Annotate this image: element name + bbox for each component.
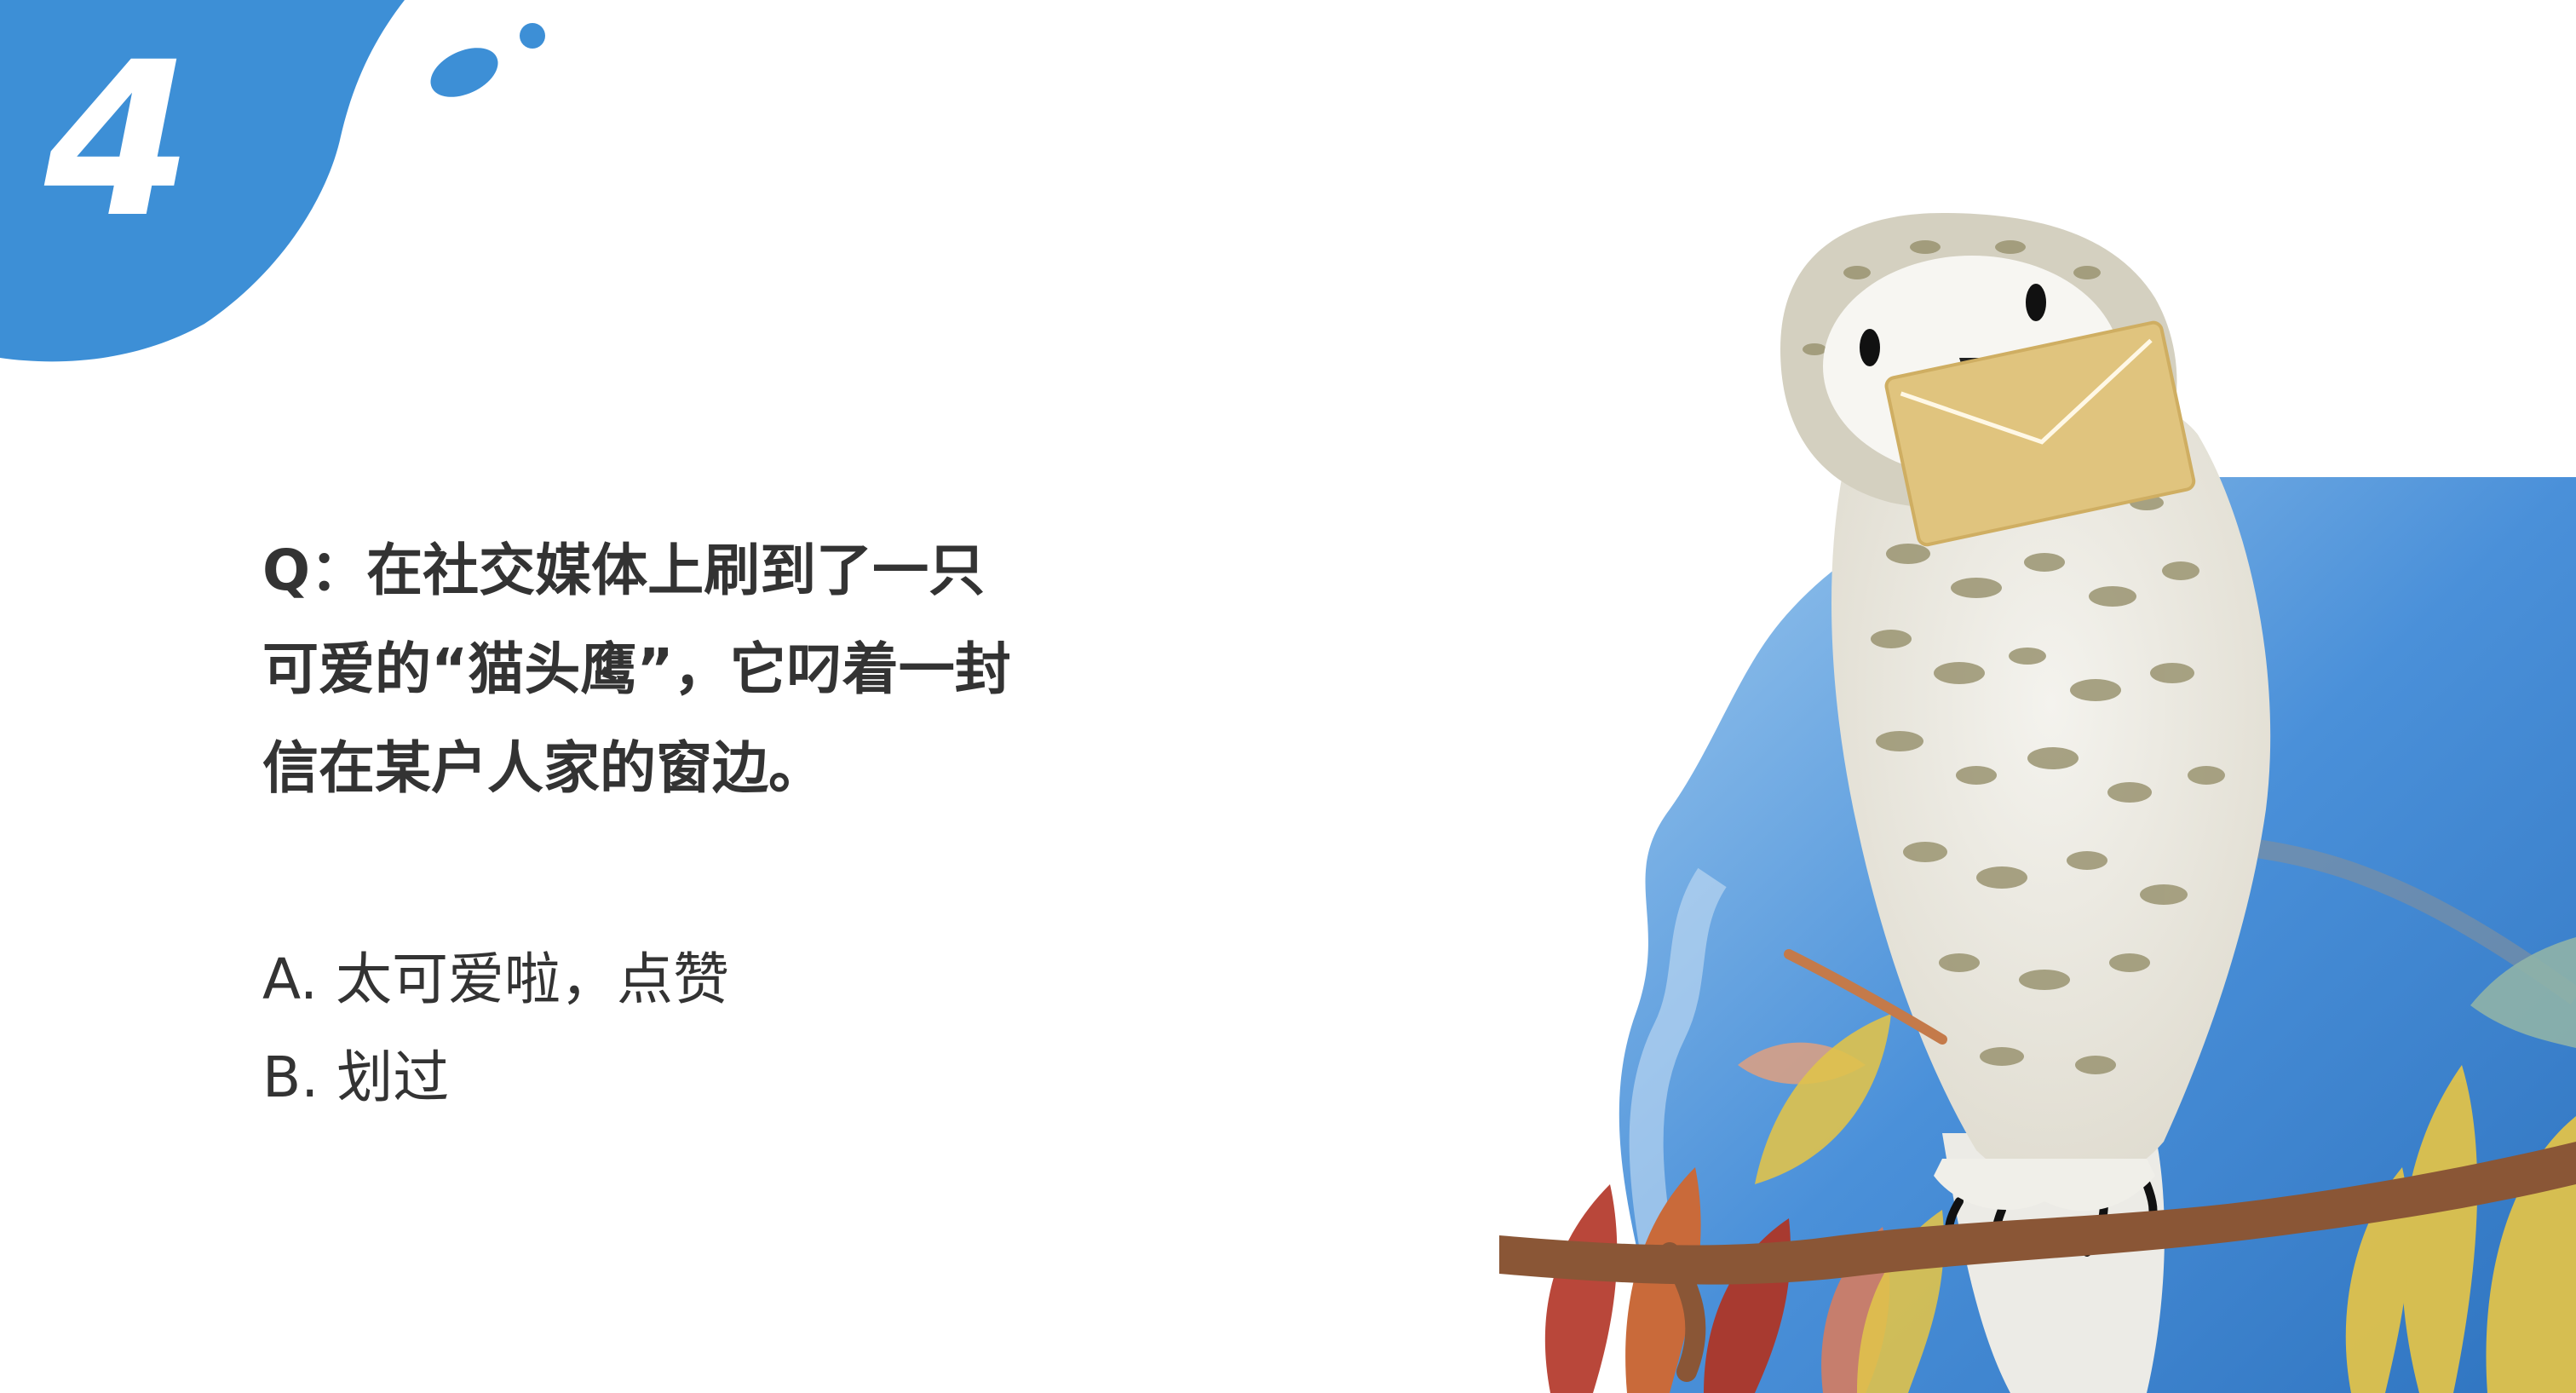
owl-illustration xyxy=(1499,213,2576,1393)
owl-body xyxy=(1831,381,2271,1188)
question-line: 可爱的“猫头鹰”，它叼着一封 xyxy=(262,636,1011,702)
branch-twig-upper xyxy=(1784,949,1947,1045)
owl-left-eye xyxy=(1860,329,1880,366)
bubble-small xyxy=(520,23,545,49)
envelope-icon xyxy=(1884,320,2196,547)
leaves-yellow xyxy=(2345,1065,2576,1393)
question-line: Q：在社交媒体上刷到了一只 xyxy=(262,538,986,603)
answer-options: A. 太可爱啦，点赞 B. 划过 xyxy=(262,930,729,1126)
question-number: 4 xyxy=(44,16,193,264)
question-text: Q：在社交媒体上刷到了一只 可爱的“猫头鹰”，它叼着一封 信在某户人家的窗边。 xyxy=(262,521,1216,818)
corner-blob xyxy=(0,0,545,362)
owl-head-speckles xyxy=(1803,240,2150,364)
bubble-large xyxy=(430,48,498,97)
option-b[interactable]: B. 划过 xyxy=(262,1045,450,1110)
option-a[interactable]: A. 太可爱啦，点赞 xyxy=(262,947,729,1012)
owl-right-eye xyxy=(2026,284,2046,321)
branch-twig xyxy=(1659,1242,1706,1382)
owl-speckles xyxy=(1871,478,2225,1074)
question-line: 信在某户人家的窗边。 xyxy=(262,735,825,801)
branch xyxy=(1499,1142,2576,1285)
leaves-green xyxy=(2470,937,2576,1048)
owl-feet xyxy=(1934,1159,2155,1212)
